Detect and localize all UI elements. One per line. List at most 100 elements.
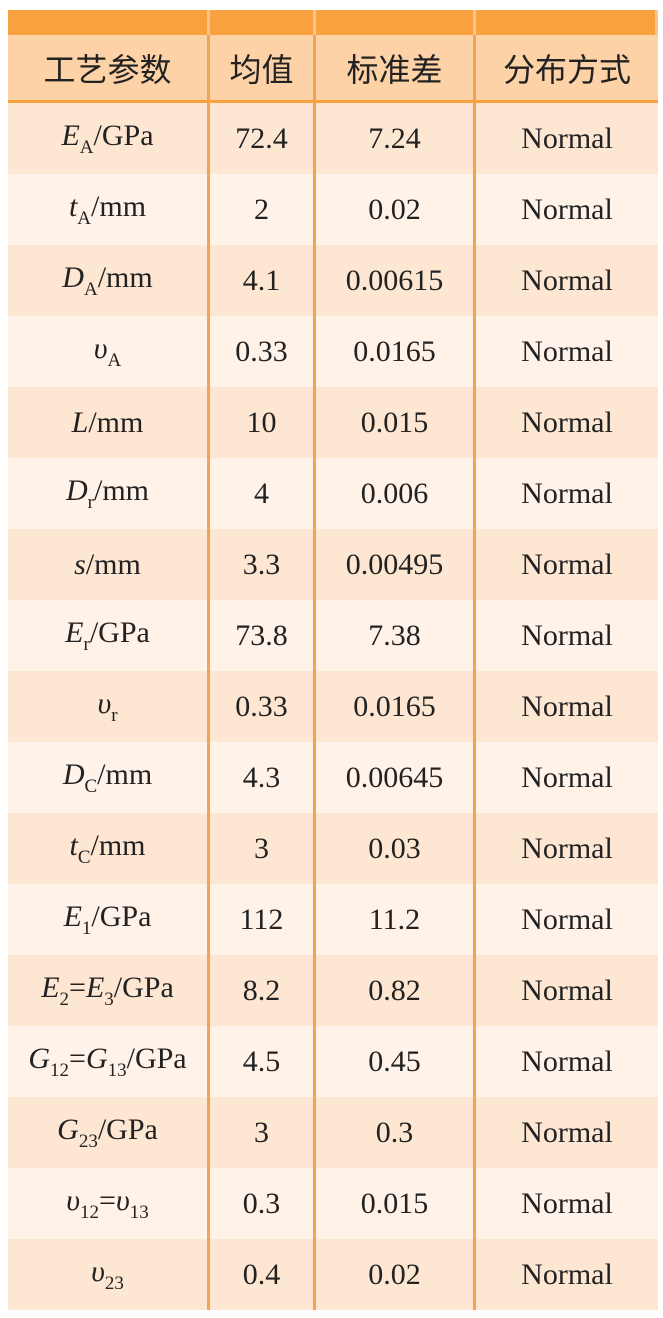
- mean-cell: 0.4: [210, 1239, 316, 1310]
- symbol-text: t: [68, 189, 78, 223]
- param-cell: Dr/mm: [8, 458, 210, 529]
- param-cell: tC/mm: [8, 813, 210, 884]
- header-cell: 标准差: [316, 35, 476, 100]
- table-row: υ12=υ13 0.3 0.015 Normal: [8, 1168, 658, 1239]
- param-label: υ23: [91, 1255, 124, 1295]
- symbol-text: s: [74, 547, 86, 581]
- mean-cell: 0.33: [210, 671, 316, 742]
- symbol-text: E: [41, 970, 60, 1004]
- subscript: 1: [81, 917, 92, 939]
- subscript: r: [83, 633, 90, 655]
- symbol-text: /mm: [90, 828, 146, 862]
- mean-cell: 10: [210, 387, 316, 458]
- table-row: Dr/mm 4 0.006 Normal: [8, 458, 658, 529]
- subscript: 2: [59, 988, 70, 1010]
- std-cell: 0.45: [316, 1026, 476, 1097]
- table-row: υ23 0.4 0.02 Normal: [8, 1239, 658, 1310]
- table-row: s/mm 3.3 0.00495 Normal: [8, 529, 658, 600]
- subscript: C: [84, 775, 98, 797]
- dist-cell: Normal: [521, 1257, 613, 1291]
- dist-cell: Normal: [521, 192, 613, 226]
- dist-cell: Normal: [521, 334, 613, 368]
- symbol-text: =: [69, 970, 86, 1004]
- table-row: L/mm 10 0.015 Normal: [8, 387, 658, 458]
- mean-cell: 0.3: [210, 1168, 316, 1239]
- dist-cell: Normal: [521, 405, 613, 439]
- param-label: DC/mm: [63, 758, 152, 798]
- dist-cell: Normal: [521, 547, 613, 581]
- table-row: E2=E3/GPa 8.2 0.82 Normal: [8, 955, 658, 1026]
- std-cell: 0.00495: [316, 529, 476, 600]
- param-cell: G23/GPa: [8, 1097, 210, 1168]
- symbol-text: /GPa: [89, 615, 150, 649]
- dist-cell: Normal: [521, 973, 613, 1007]
- param-cell: DA/mm: [8, 245, 210, 316]
- table-row: EA/GPa 72.4 7.24 Normal: [8, 103, 658, 174]
- mean-cell: 73.8: [210, 600, 316, 671]
- table-row: Er/GPa 73.8 7.38 Normal: [8, 600, 658, 671]
- table-row: tC/mm 3 0.03 Normal: [8, 813, 658, 884]
- symbol-text: /mm: [91, 189, 147, 223]
- std-cell: 0.015: [316, 1168, 476, 1239]
- table-row: υr 0.33 0.0165 Normal: [8, 671, 658, 742]
- param-label: s/mm: [74, 548, 141, 582]
- subscript: 23: [78, 1130, 98, 1152]
- dist-cell: Normal: [521, 831, 613, 865]
- std-cell: 7.38: [316, 600, 476, 671]
- subscript: 13: [107, 1059, 127, 1081]
- symbol-text: D: [62, 757, 85, 791]
- symbol-text: /GPa: [93, 118, 154, 152]
- param-cell: E2=E3/GPa: [8, 955, 210, 1026]
- std-cell: 0.00615: [316, 245, 476, 316]
- std-cell: 0.015: [316, 387, 476, 458]
- dist-cell: Normal: [521, 618, 613, 652]
- std-cell: 7.24: [316, 103, 476, 174]
- symbol-text: E: [65, 615, 84, 649]
- subscript: 12: [50, 1059, 70, 1081]
- param-label: Dr/mm: [66, 474, 149, 514]
- table-top-bar: [8, 10, 658, 35]
- table-row: E1/GPa 112 11.2 Normal: [8, 884, 658, 955]
- std-cell: 11.2: [316, 884, 476, 955]
- dist-cell: Normal: [521, 902, 613, 936]
- mean-cell: 3.3: [210, 529, 316, 600]
- header-cell: 工艺参数: [8, 35, 210, 100]
- subscript: A: [77, 207, 92, 229]
- std-cell: 0.02: [316, 1239, 476, 1310]
- dist-cell: Normal: [521, 1115, 613, 1149]
- mean-cell: 8.2: [210, 955, 316, 1026]
- dist-cell: Normal: [521, 476, 613, 510]
- dist-cell: Normal: [521, 121, 613, 155]
- header-cell: 分布方式: [502, 50, 631, 89]
- symbol-text: /mm: [97, 757, 153, 791]
- param-label: Er/GPa: [65, 616, 150, 656]
- mean-cell: 2: [210, 174, 316, 245]
- param-cell: DC/mm: [8, 742, 210, 813]
- subscript: 23: [104, 1272, 124, 1294]
- header-row: 工艺参数 均值 标准差 分布方式: [8, 35, 658, 103]
- param-label: G12=G13/GPa: [28, 1042, 186, 1082]
- symbol-text: E: [63, 899, 82, 933]
- param-label: E2=E3/GPa: [41, 971, 174, 1011]
- dist-cell: Normal: [521, 689, 613, 723]
- dist-cell: Normal: [521, 760, 613, 794]
- symbol-text: υ: [91, 1254, 105, 1288]
- table-row: tA/mm 2 0.02 Normal: [8, 174, 658, 245]
- subscript: A: [79, 136, 94, 158]
- subscript: 3: [104, 988, 114, 1010]
- param-label: L/mm: [72, 406, 144, 440]
- std-cell: 0.03: [316, 813, 476, 884]
- symbol-text: υ: [93, 331, 108, 365]
- symbol-text: υ: [97, 686, 112, 720]
- param-cell: υ12=υ13: [8, 1168, 210, 1239]
- table-row: υA 0.33 0.0165 Normal: [8, 316, 658, 387]
- param-label: E1/GPa: [64, 900, 152, 940]
- param-cell: s/mm: [8, 529, 210, 600]
- param-cell: Er/GPa: [8, 600, 210, 671]
- mean-cell: 4.1: [210, 245, 316, 316]
- mean-cell: 4.5: [210, 1026, 316, 1097]
- param-label: υA: [94, 332, 122, 372]
- param-cell: υA: [8, 316, 210, 387]
- table-row: DA/mm 4.1 0.00615 Normal: [8, 245, 658, 316]
- symbol-text: /GPa: [97, 1112, 158, 1146]
